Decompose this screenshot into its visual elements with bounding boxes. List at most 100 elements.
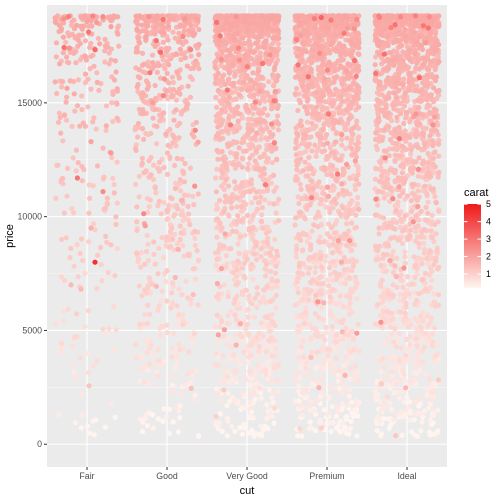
data-point [340,172,346,178]
data-point [253,148,259,154]
data-point [140,107,146,113]
data-point [389,407,395,413]
data-point [310,186,316,192]
data-point [431,411,437,417]
data-point [318,255,324,261]
data-point [178,188,184,194]
data-point [212,80,218,86]
data-point [221,387,227,393]
data-point [177,403,183,409]
data-point [269,106,275,112]
data-point [185,371,191,377]
data-point [230,260,236,266]
data-point [420,166,426,173]
data-point [352,370,358,376]
data-point [171,247,177,253]
data-point [102,424,108,430]
data-point [188,301,194,307]
data-point [235,241,241,247]
data-point [311,15,317,22]
data-point [153,141,160,147]
data-point [274,248,280,254]
data-point [336,368,342,374]
data-point [236,39,242,45]
data-point [65,306,71,312]
data-point [222,199,228,205]
data-point [110,91,116,97]
data-point [255,21,261,28]
data-point [156,303,163,309]
data-point [326,111,332,117]
data-point [77,123,83,129]
data-point [181,253,187,259]
data-point [235,400,241,406]
data-point [353,141,359,147]
data-point [390,369,396,375]
data-point [384,252,390,258]
data-point [70,155,76,161]
data-point [94,286,100,292]
data-point [182,16,188,22]
data-point [325,352,331,359]
data-point [258,126,264,132]
data-point [338,93,344,99]
data-point [164,216,170,223]
data-point [318,196,324,203]
data-point [227,122,234,128]
data-point [52,15,58,21]
data-point [346,211,352,217]
data-point [164,171,171,177]
data-point [233,23,239,29]
data-point [352,151,358,157]
data-point [244,64,250,70]
data-point [426,335,432,341]
data-point [256,330,262,336]
data-point [396,212,402,218]
data-point [326,76,332,83]
data-point [308,288,314,294]
data-point [245,314,251,320]
data-point [308,335,314,341]
data-point [263,50,269,57]
data-point [53,54,59,60]
data-point [298,75,304,82]
data-point [299,140,305,147]
data-point [233,368,239,375]
data-point [63,117,70,123]
data-point [95,35,101,42]
data-point [305,404,311,410]
data-point [307,373,313,379]
data-point [188,47,194,53]
data-point [142,34,148,40]
data-point [382,221,388,227]
data-point [304,119,310,125]
data-point [428,265,434,271]
data-point [417,367,423,373]
data-point [352,57,358,64]
data-point [337,30,343,37]
data-point [145,209,151,215]
data-point [254,285,260,291]
data-point [169,94,175,100]
data-point [322,99,328,105]
data-point [306,186,312,192]
data-point [139,22,145,28]
data-point [180,312,186,318]
data-point [318,95,324,101]
data-point [144,86,150,92]
data-point [136,256,142,262]
data-point [312,354,318,360]
data-point [224,342,230,348]
data-point [421,227,427,233]
data-point [247,48,253,54]
data-point [303,360,309,366]
data-point [272,88,278,94]
data-point [408,429,414,435]
data-point [343,354,349,360]
data-point [402,310,408,316]
data-point [302,132,308,138]
data-point [317,275,323,281]
data-point [249,122,255,128]
data-point [109,155,115,161]
data-point [145,59,151,65]
